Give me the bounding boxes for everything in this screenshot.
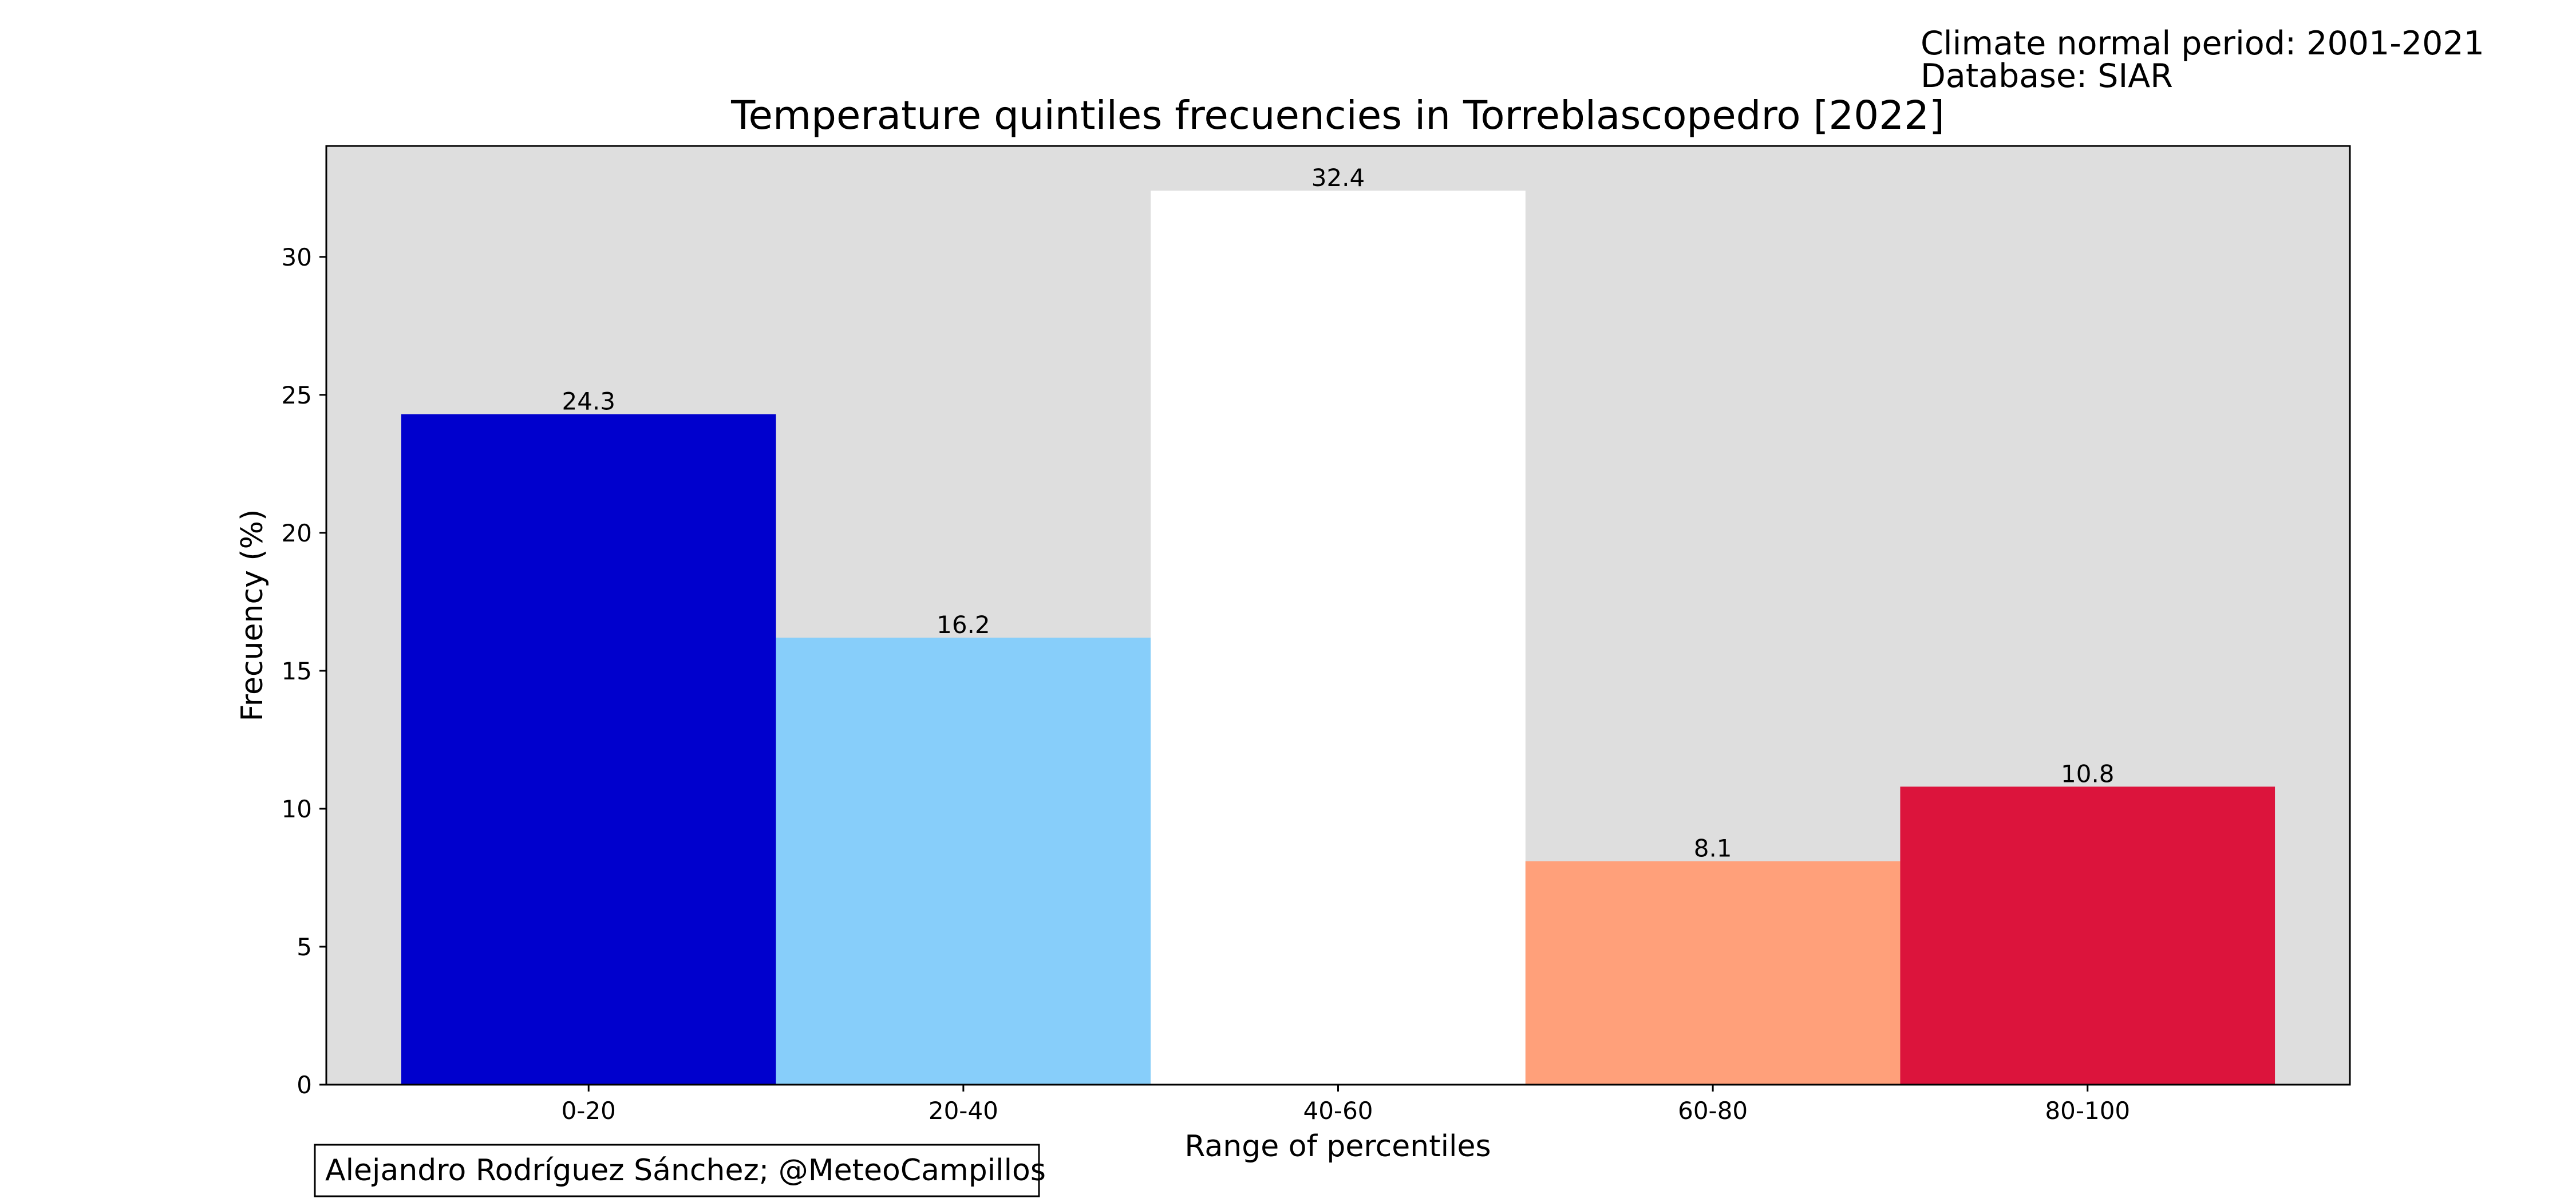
y-axis-ticks: 0 5 10 15 20 25 30	[282, 243, 326, 1099]
x-tick-label: 20-40	[929, 1097, 998, 1125]
plot-frame	[325, 145, 2351, 1086]
data-label-40-60: 32.4	[1311, 164, 1365, 192]
y-tick-label: 10	[282, 795, 312, 823]
data-labels-group: 24.3 16.2 32.4 8.1 10.8	[562, 164, 2114, 862]
x-tick-label: 0-20	[562, 1097, 616, 1125]
bar-0-20	[401, 414, 776, 1085]
credit-text: Alejandro Rodríguez Sánchez; @MeteoCampi…	[325, 1153, 1046, 1188]
y-tick-label: 30	[282, 243, 312, 271]
y-tick-label: 5	[297, 933, 312, 961]
y-axis-label: Frecuency (%)	[235, 509, 270, 722]
data-label-20-40: 16.2	[937, 611, 990, 639]
x-tick-label: 60-80	[1678, 1097, 1748, 1125]
x-tick-label: 80-100	[2045, 1097, 2130, 1125]
climate-normal-note: Climate normal period: 2001-2021	[1921, 25, 2484, 62]
bar-80-100	[1900, 786, 2275, 1085]
y-tick-label: 20	[282, 519, 312, 547]
credit-box	[314, 1144, 1040, 1197]
x-axis-ticks: 0-20 20-40 40-60 60-80 80-100	[562, 1085, 2130, 1125]
database-note: Database: SIAR	[1921, 57, 2173, 95]
y-tick-label: 25	[282, 381, 312, 409]
x-tick-label: 40-60	[1303, 1097, 1373, 1125]
data-label-80-100: 10.8	[2061, 760, 2115, 788]
y-tick-label: 15	[282, 657, 312, 685]
bar-40-60	[1151, 191, 1526, 1085]
chart-title: Temperature quintiles frecuencies in Tor…	[730, 93, 1945, 139]
data-label-60-80: 8.1	[1694, 835, 1732, 863]
bars-group	[401, 191, 2275, 1085]
bar-20-40	[776, 638, 1151, 1085]
data-label-0-20: 24.3	[562, 388, 615, 416]
y-tick-label: 0	[297, 1071, 312, 1099]
bar-60-80	[1525, 861, 1901, 1085]
x-axis-label: Range of percentiles	[1184, 1129, 1491, 1164]
